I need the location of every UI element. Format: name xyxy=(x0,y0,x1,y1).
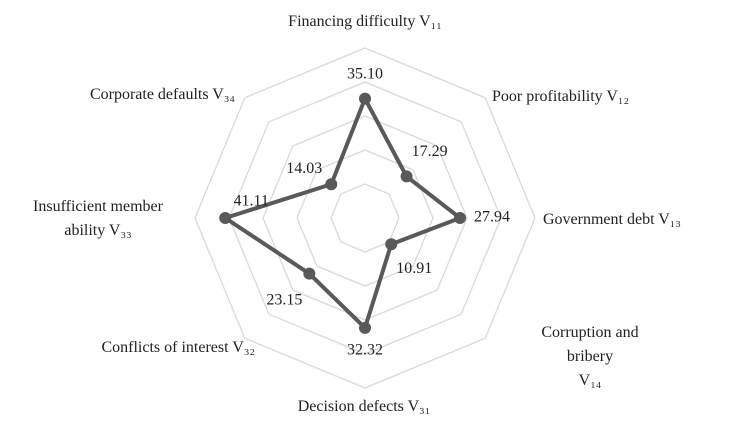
axis-label: Corruption and bribery V₁₄ xyxy=(541,324,639,389)
grid-ring xyxy=(194,47,536,389)
data-label: 35.10 xyxy=(347,65,383,82)
data-label: 32.32 xyxy=(347,342,383,359)
data-point xyxy=(325,178,338,191)
grid-ring xyxy=(228,81,502,355)
data-label: 27.94 xyxy=(474,209,510,226)
data-label: 41.11 xyxy=(234,193,269,210)
data-label: 17.29 xyxy=(412,143,448,160)
data-label: 10.91 xyxy=(396,260,432,277)
axis-label: Conflicts of interest V₃₂ xyxy=(101,339,255,356)
data-label: 14.03 xyxy=(286,160,322,177)
axis-label: Corporate defaults V₃₄ xyxy=(89,86,235,103)
data-point xyxy=(385,238,398,251)
data-label: 23.15 xyxy=(266,291,302,308)
data-point xyxy=(400,170,413,183)
data-point xyxy=(219,212,232,224)
axis-label: Decision defects V₃₁ xyxy=(297,398,431,415)
data-point xyxy=(359,92,371,105)
data-point xyxy=(359,321,371,334)
axis-label: Government debt V₁₃ xyxy=(543,211,681,228)
data-point xyxy=(453,212,466,224)
axis-label: Insufficient member ability V₃₃ xyxy=(33,198,163,239)
axis-label: Poor profitability V₁₂ xyxy=(492,88,630,105)
axis-label: Financing difficulty V₁₁ xyxy=(288,13,442,30)
data-point xyxy=(303,267,316,280)
grid-ring xyxy=(330,183,400,253)
grid-ring xyxy=(262,115,468,321)
